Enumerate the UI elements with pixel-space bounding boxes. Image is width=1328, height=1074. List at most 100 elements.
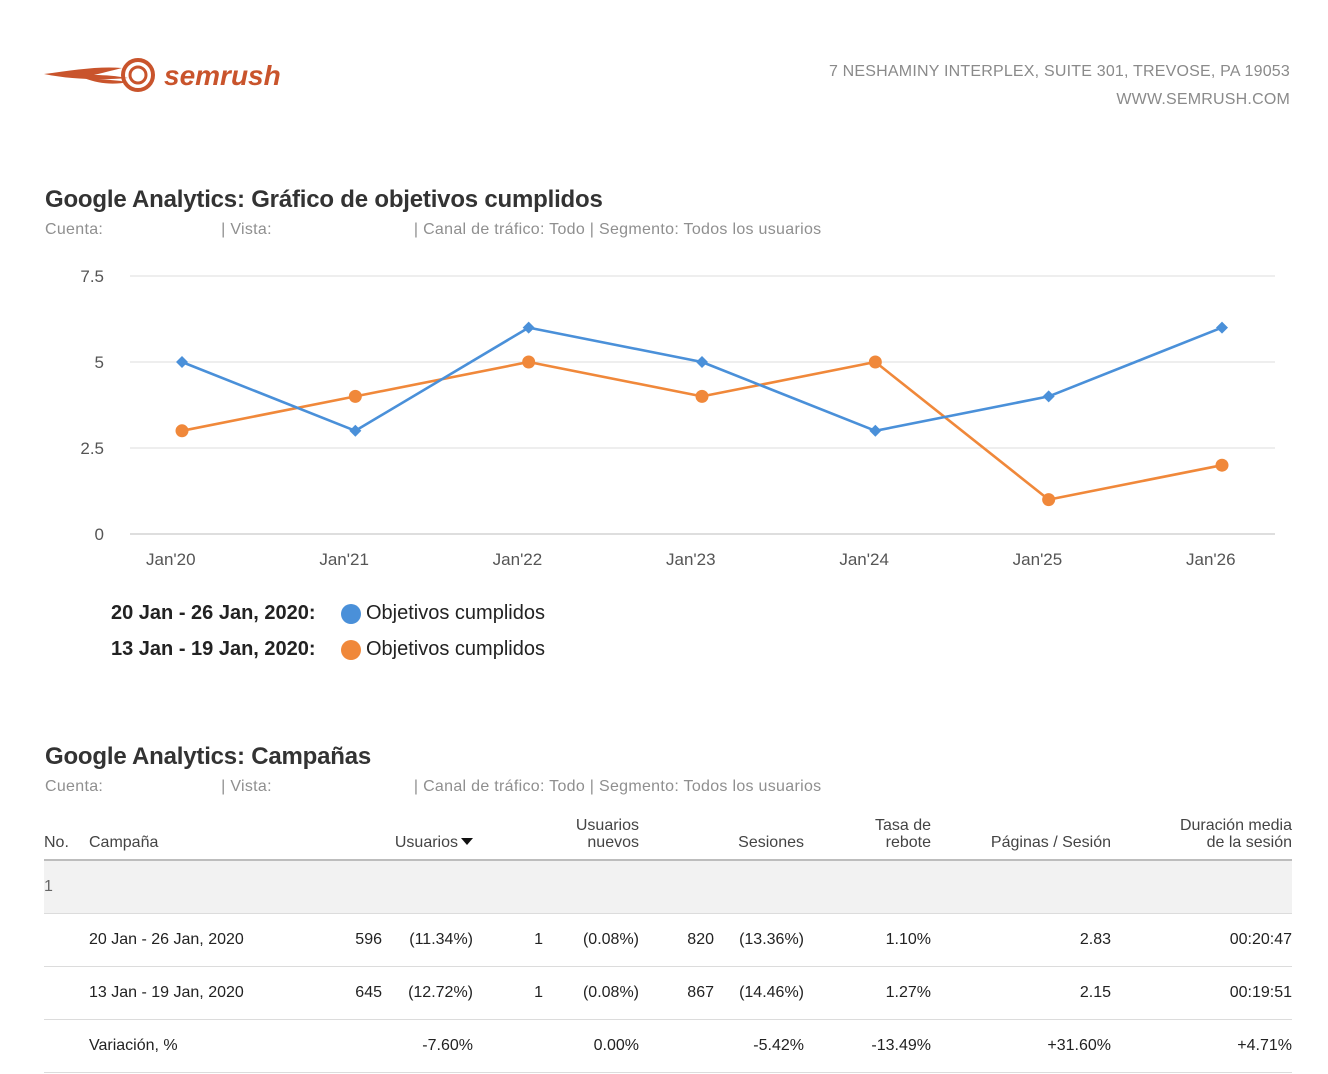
col-pages-per-session[interactable]: Páginas / Sesión	[931, 808, 1111, 861]
x-tick-label: Jan'20	[146, 550, 196, 569]
table-row: 20 Jan - 26 Jan, 2020 596 (11.34%) 1 (0.…	[44, 913, 1292, 967]
company-address: 7 NESHAMINY INTERPLEX, SUITE 301, TREVOS…	[829, 58, 1290, 114]
filters-label: | Canal de tráfico: Todo | Segmento: Tod…	[413, 221, 822, 238]
sessions-value: 820	[639, 913, 714, 967]
report-header: semrush 7 NESHAMINY INTERPLEX, SUITE 301…	[0, 0, 1328, 120]
col-users-sort[interactable]: Usuarios	[309, 808, 473, 861]
legend-series-name: Objetivos cumplidos	[366, 638, 545, 660]
users-percent: (11.34%)	[382, 913, 473, 967]
sessions-percent: (14.46%)	[714, 966, 804, 1020]
col-no: No.	[44, 808, 89, 861]
row-period: 20 Jan - 26 Jan, 2020	[89, 913, 309, 967]
data-point	[176, 356, 188, 368]
new-users-percent: (0.08%)	[543, 966, 639, 1020]
y-tick-label: 5	[95, 353, 104, 372]
series-line	[181, 326, 1223, 433]
variation-new-users: 0.00%	[473, 1019, 639, 1073]
data-point	[869, 424, 882, 437]
table-header-row: No. Campaña Usuarios Usuarios nuevos Sesi…	[44, 808, 1292, 861]
y-tick-label: 7.5	[80, 267, 104, 286]
pages-value: 2.15	[931, 966, 1111, 1020]
account-label: Cuenta:	[45, 778, 104, 795]
sessions-value: 867	[639, 966, 714, 1020]
goals-chart-meta: Cuenta: | Vista: | Canal de tráfico: Todo …	[45, 221, 821, 239]
campaigns-table: No. Campaña Usuarios Usuarios nuevos Sesi…	[44, 808, 1292, 1073]
col-sessions[interactable]: Sesiones	[639, 808, 804, 861]
new-users-value: 1	[473, 913, 543, 967]
data-point	[1215, 458, 1229, 472]
col-new-users-line2: nuevos	[587, 834, 639, 851]
data-point	[349, 424, 362, 437]
col-new-users-line1: Usuarios	[575, 817, 639, 834]
legend-entry: 20 Jan - 26 Jan, 2020: Objetivos cumplid…	[0, 598, 700, 628]
variation-sessions: -5.42%	[639, 1019, 804, 1073]
goals-chart-title: Google Analytics: Gráfico de objetivos c…	[45, 186, 603, 213]
data-point	[695, 389, 709, 403]
legend-period: 20 Jan - 26 Jan, 2020:	[111, 602, 316, 624]
col-bounce-line2: rebote	[885, 834, 931, 851]
goals-line-chart: 0 2.5 5 7.5 Jan'20 Jan'21 Jan'22 Jan'23 Jan'24 Ja…	[80, 267, 1275, 569]
x-tick-label: Jan'23	[666, 550, 716, 569]
data-point	[1216, 321, 1228, 334]
y-tick-label: 2.5	[80, 439, 104, 458]
website-url: WWW.SEMRUSH.COM	[1116, 91, 1290, 108]
col-bounce-line1: Tasa de	[874, 817, 931, 834]
variation-users: -7.60%	[309, 1019, 473, 1073]
group-campaign-name	[89, 860, 1292, 914]
data-point	[868, 355, 882, 369]
duration-value: 00:19:51	[1111, 966, 1292, 1020]
semrush-logo: semrush	[44, 58, 281, 92]
legend-period: 13 Jan - 19 Jan, 2020:	[111, 638, 316, 660]
col-avg-duration[interactable]: Duración media de la sesión	[1111, 808, 1292, 861]
sessions-percent: (13.36%)	[714, 913, 804, 967]
col-bounce[interactable]: Tasa de rebote	[804, 808, 931, 861]
bounce-value: 1.27%	[804, 966, 931, 1020]
table-group-row: 1	[44, 860, 1292, 914]
view-label: | Vista:	[221, 221, 272, 238]
x-tick-label: Jan'26	[1186, 550, 1236, 569]
data-point	[175, 424, 189, 438]
x-tick-label: Jan'22	[493, 550, 543, 569]
variation-row: Variación, % -7.60% 0.00% -5.42% -13.49%…	[44, 1019, 1292, 1073]
legend-series-name: Objetivos cumplidos	[366, 602, 545, 624]
y-tick-label: 0	[95, 525, 104, 544]
campaigns-title: Google Analytics: Campañas	[45, 743, 371, 770]
address-line: 7 NESHAMINY INTERPLEX, SUITE 301, TREVOS…	[828, 63, 1290, 80]
x-tick-label: Jan'21	[319, 550, 369, 569]
users-percent: (12.72%)	[382, 966, 473, 1020]
table-row: 13 Jan - 19 Jan, 2020 645 (12.72%) 1 (0.…	[44, 966, 1292, 1020]
data-point	[522, 355, 536, 369]
variation-duration: +4.71%	[1111, 1019, 1292, 1073]
users-value: 596	[309, 913, 382, 967]
group-number: 1	[44, 860, 89, 914]
col-duration-line1: Duración media	[1179, 817, 1292, 834]
data-point	[696, 356, 708, 368]
account-label: Cuenta:	[45, 221, 104, 238]
data-point	[1042, 390, 1055, 403]
bounce-value: 1.10%	[804, 913, 931, 967]
legend-dot-blue	[341, 604, 361, 624]
new-users-value: 1	[473, 966, 543, 1020]
legend-dot-orange	[341, 640, 361, 660]
x-tick-label: Jan'24	[839, 550, 889, 569]
logo-wordmark: semrush	[164, 60, 281, 91]
col-users-label: Usuarios	[394, 834, 458, 851]
col-campaign: Campaña	[89, 808, 309, 861]
pages-value: 2.83	[931, 913, 1111, 967]
duration-value: 00:20:47	[1111, 913, 1292, 967]
col-duration-line2: de la sesión	[1206, 834, 1292, 851]
data-point	[348, 389, 362, 403]
data-point	[1042, 493, 1056, 507]
legend-entry: 13 Jan - 19 Jan, 2020: Objetivos cumplid…	[0, 634, 700, 664]
variation-bounce: -13.49%	[804, 1019, 931, 1073]
col-new-users[interactable]: Usuarios nuevos	[473, 808, 639, 861]
x-tick-label: Jan'25	[1013, 550, 1063, 569]
variation-pages: +31.60%	[931, 1019, 1111, 1073]
filters-label: | Canal de tráfico: Todo | Segmento: Tod…	[413, 778, 822, 795]
series-line	[181, 360, 1223, 501]
row-period: 13 Jan - 19 Jan, 2020	[89, 966, 309, 1020]
variation-label: Variación, %	[89, 1019, 309, 1073]
users-value: 645	[309, 966, 382, 1020]
data-point	[522, 321, 535, 334]
campaigns-meta: Cuenta: | Vista: | Canal de tráfico: Todo …	[45, 778, 821, 796]
